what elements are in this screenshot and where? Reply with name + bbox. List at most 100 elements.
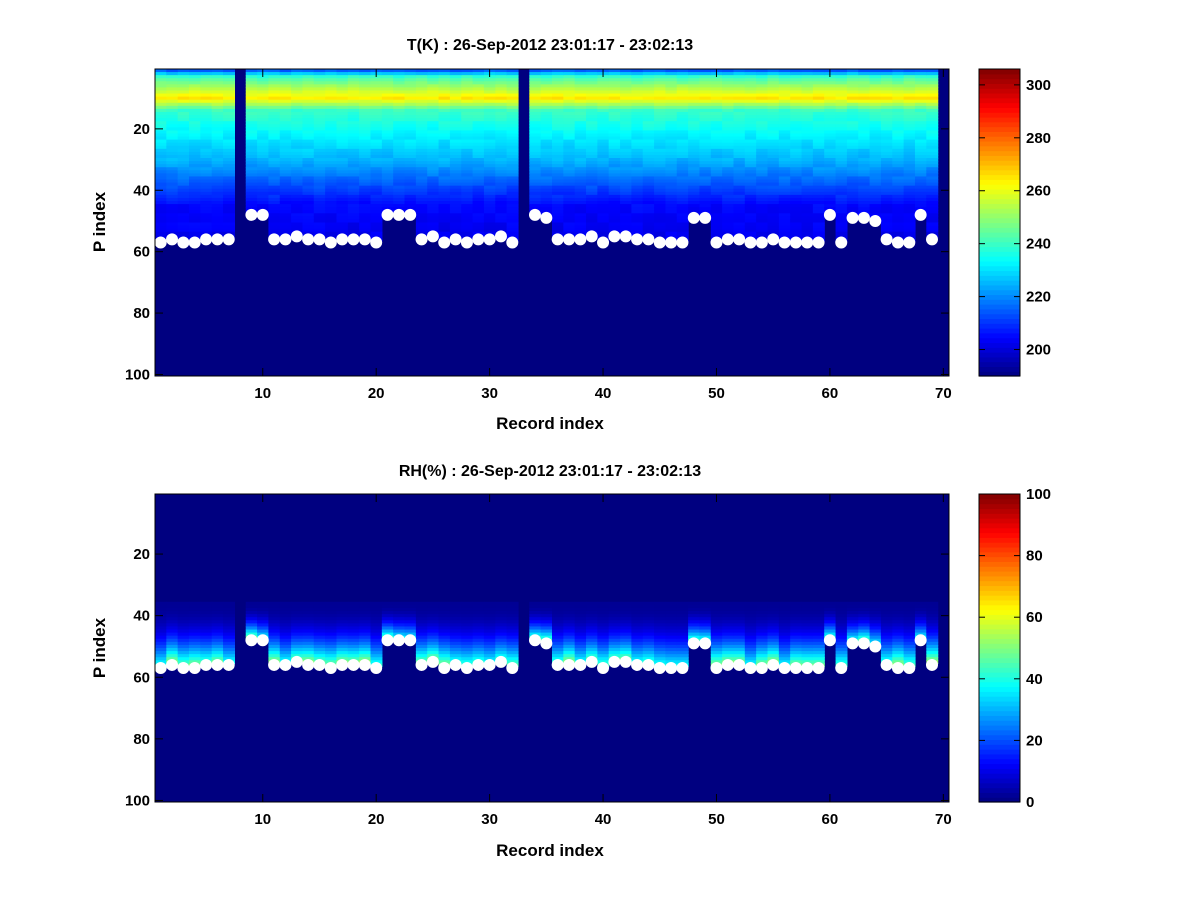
heatmap-cell (325, 632, 338, 637)
heatmap-cell (393, 136, 406, 141)
heatmap-cell (325, 222, 338, 227)
heatmap-cell (801, 151, 814, 156)
heatmap-cell (586, 197, 598, 202)
heatmap-cell (790, 213, 803, 217)
heatmap-cell (778, 185, 791, 190)
heatmap-cell (665, 201, 678, 205)
heatmap-cell (620, 102, 632, 107)
heatmap-cell (200, 629, 213, 634)
heatmap-cell (155, 204, 167, 208)
heatmap-cell (245, 90, 258, 95)
heatmap-cell (710, 207, 723, 211)
heatmap-cell (189, 213, 201, 217)
heatmap-cell (620, 611, 632, 615)
heatmap-cell (177, 648, 190, 652)
heatmap-cell (812, 115, 825, 119)
heatmap-cell (722, 115, 735, 119)
heatmap-cell (608, 124, 621, 128)
heatmap-cell (597, 213, 610, 217)
heatmap-cell (347, 108, 360, 113)
heatmap-cell (733, 638, 746, 643)
heatmap-cell (245, 611, 258, 615)
heatmap-cell (291, 216, 304, 221)
colorbar-segment (979, 179, 1020, 185)
heatmap-cell (393, 145, 406, 150)
heatmap-cell (483, 188, 496, 193)
heatmap-cell (620, 601, 632, 606)
heatmap-cell (483, 105, 496, 110)
heatmap-cell (495, 644, 508, 649)
heatmap-cell (710, 136, 723, 141)
heatmap-cell (268, 222, 281, 227)
heatmap-cell (347, 607, 360, 612)
heatmap-cell (688, 102, 701, 107)
heatmap-cell (291, 111, 304, 116)
heatmap-cell (223, 201, 235, 205)
heatmap-cell (449, 161, 462, 165)
heatmap-cell (733, 142, 746, 147)
heatmap-cell (415, 139, 428, 144)
heatmap-cell (325, 118, 338, 122)
heatmap-cell (778, 623, 791, 628)
heatmap-cell (620, 124, 632, 128)
heatmap-cell (415, 115, 428, 119)
heatmap-cell (846, 161, 859, 165)
heatmap-cell (586, 142, 598, 147)
heatmap-cell (654, 164, 667, 168)
heatmap-cell (597, 170, 610, 174)
heatmap-cell (223, 191, 235, 196)
heatmap-cell (665, 629, 678, 634)
heatmap-cell (801, 99, 814, 104)
surface-marker (563, 233, 576, 246)
heatmap-cell (880, 626, 893, 631)
heatmap-cell (676, 78, 689, 82)
heatmap-cell (552, 654, 564, 658)
heatmap-cell (529, 124, 542, 128)
heatmap-cell (926, 210, 939, 214)
heatmap-cell (313, 222, 326, 227)
heatmap-cell (903, 115, 916, 119)
heatmap-cell (778, 648, 791, 652)
heatmap-cell (427, 641, 440, 646)
heatmap-cell (211, 121, 224, 125)
heatmap-cell (438, 626, 451, 631)
heatmap-cell (245, 188, 258, 193)
heatmap-cell (563, 601, 576, 606)
heatmap-cell (665, 96, 678, 101)
heatmap-cell (189, 197, 201, 202)
heatmap-cell (824, 629, 837, 634)
heatmap-cell (688, 188, 701, 193)
heatmap-cell (824, 136, 837, 141)
heatmap-cell (313, 213, 326, 217)
heatmap-cell (767, 164, 780, 168)
heatmap-cell (688, 167, 701, 171)
heatmap-cell (744, 231, 757, 236)
heatmap-cell (824, 185, 837, 190)
heatmap-cell (177, 136, 190, 141)
heatmap-cell (880, 225, 893, 230)
heatmap-cell (211, 167, 224, 171)
heatmap-cell (540, 620, 553, 624)
heatmap-cell (767, 207, 780, 211)
heatmap-cell (710, 78, 723, 82)
heatmap-cell (733, 210, 746, 214)
heatmap-cell (313, 102, 326, 107)
heatmap-cell (461, 635, 474, 640)
heatmap-cell (654, 185, 667, 190)
heatmap-cell (608, 191, 621, 196)
heatmap-cell (189, 105, 201, 110)
heatmap-cell (869, 607, 882, 612)
heatmap-cell (449, 118, 462, 122)
heatmap-cell (359, 623, 372, 628)
heatmap-cell (812, 620, 825, 624)
heatmap-cell (438, 222, 451, 227)
heatmap-cell (381, 124, 394, 128)
heatmap-cell (835, 651, 848, 655)
heatmap-cell (620, 194, 632, 199)
heatmap-cell (608, 632, 621, 637)
heatmap-cell (177, 102, 190, 107)
heatmap-cell (472, 118, 485, 122)
heatmap-cell (540, 614, 553, 618)
heatmap-cell (347, 148, 360, 153)
heatmap-cell (483, 213, 496, 217)
